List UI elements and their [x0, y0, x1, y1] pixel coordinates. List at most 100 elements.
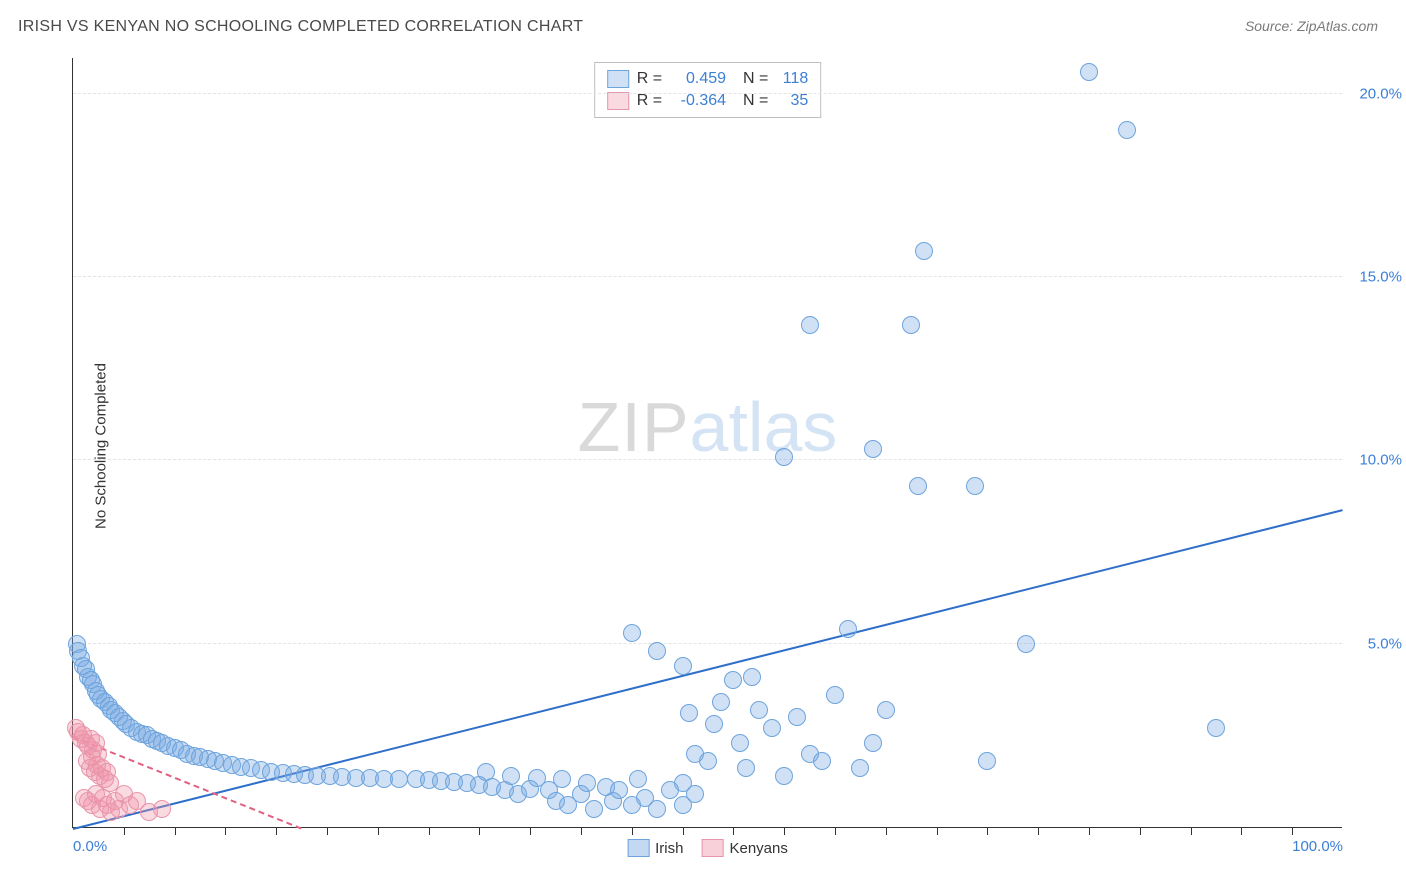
data-point-irish — [674, 774, 692, 792]
data-point-irish — [502, 767, 520, 785]
x-tick — [479, 827, 480, 835]
legend-label: Kenyans — [729, 840, 787, 857]
data-point-irish — [909, 477, 927, 495]
chart-container: IRISH VS KENYAN NO SCHOOLING COMPLETED C… — [0, 0, 1406, 892]
watermark-atlas: atlas — [690, 388, 838, 466]
x-tick — [530, 827, 531, 835]
legend-swatch — [701, 839, 723, 857]
x-tick — [327, 827, 328, 835]
x-tick — [1038, 827, 1039, 835]
gridline — [73, 276, 1342, 277]
x-tick — [581, 827, 582, 835]
r-value: -0.364 — [670, 92, 726, 110]
n-value: 118 — [776, 70, 808, 88]
n-value: 35 — [776, 92, 808, 110]
data-point-irish — [775, 767, 793, 785]
trendline-irish — [73, 509, 1343, 830]
x-tick — [1089, 827, 1090, 835]
data-point-irish — [788, 708, 806, 726]
data-point-irish — [1080, 63, 1098, 81]
x-tick — [1191, 827, 1192, 835]
x-tick — [937, 827, 938, 835]
legend-series: Irish Kenyans — [627, 839, 788, 857]
data-point-irish — [826, 686, 844, 704]
data-point-irish — [724, 671, 742, 689]
data-point-irish — [578, 774, 596, 792]
data-point-irish — [915, 242, 933, 260]
data-point-irish — [629, 770, 647, 788]
data-point-irish — [813, 752, 831, 770]
gridline — [73, 643, 1342, 644]
y-tick-label: 10.0% — [1347, 452, 1402, 469]
y-tick-label: 15.0% — [1347, 269, 1402, 286]
r-label: R = — [637, 70, 662, 88]
x-tick — [1140, 827, 1141, 835]
data-point-irish — [390, 770, 408, 788]
x-tick — [683, 827, 684, 835]
data-point-irish — [648, 642, 666, 660]
x-tick — [632, 827, 633, 835]
data-point-irish — [553, 770, 571, 788]
x-tick — [276, 827, 277, 835]
data-point-irish — [763, 719, 781, 737]
data-point-irish — [864, 734, 882, 752]
data-point-irish — [750, 701, 768, 719]
data-point-irish — [877, 701, 895, 719]
data-point-irish — [775, 448, 793, 466]
legend-swatch — [607, 70, 629, 88]
data-point-irish — [851, 759, 869, 777]
data-point-irish — [1207, 719, 1225, 737]
x-tick — [225, 827, 226, 835]
data-point-irish — [902, 316, 920, 334]
data-point-irish — [978, 752, 996, 770]
x-tick-label: 0.0% — [73, 838, 107, 855]
data-point-irish — [839, 620, 857, 638]
legend-stat-row: R = 0.459 N = 118 — [607, 68, 809, 90]
gridline — [73, 459, 1342, 460]
chart-title: IRISH VS KENYAN NO SCHOOLING COMPLETED C… — [18, 18, 583, 36]
x-tick — [124, 827, 125, 835]
data-point-irish — [1118, 121, 1136, 139]
x-tick — [378, 827, 379, 835]
data-point-irish — [801, 316, 819, 334]
y-tick-label: 5.0% — [1347, 635, 1402, 652]
legend-item: Irish — [627, 839, 683, 857]
data-point-irish — [648, 800, 666, 818]
x-tick — [1292, 827, 1293, 835]
n-label: N = — [734, 70, 768, 88]
watermark: ZIPatlas — [578, 387, 838, 467]
data-point-irish — [699, 752, 717, 770]
gridline — [73, 93, 1342, 94]
data-point-irish — [743, 668, 761, 686]
data-point-kenyans — [153, 800, 171, 818]
legend-stats: R = 0.459 N = 118 R = -0.364 N = 35 — [594, 62, 822, 118]
source-label: Source: ZipAtlas.com — [1245, 18, 1378, 34]
n-label: N = — [734, 92, 768, 110]
data-point-irish — [966, 477, 984, 495]
x-tick — [784, 827, 785, 835]
data-point-irish — [1017, 635, 1035, 653]
plot-area: ZIPatlas R =0.459 N =118R =-0.364 N =35 … — [72, 58, 1342, 828]
data-point-irish — [674, 657, 692, 675]
r-label: R = — [637, 92, 662, 110]
x-tick — [175, 827, 176, 835]
x-tick — [429, 827, 430, 835]
r-value: 0.459 — [670, 70, 726, 88]
data-point-irish — [585, 800, 603, 818]
data-point-irish — [623, 624, 641, 642]
x-tick — [987, 827, 988, 835]
x-tick — [733, 827, 734, 835]
data-point-irish — [737, 759, 755, 777]
data-point-irish — [680, 704, 698, 722]
y-tick-label: 20.0% — [1347, 85, 1402, 102]
data-point-irish — [731, 734, 749, 752]
x-tick — [835, 827, 836, 835]
x-tick — [1241, 827, 1242, 835]
data-point-irish — [712, 693, 730, 711]
data-point-irish — [864, 440, 882, 458]
legend-swatch — [627, 839, 649, 857]
x-tick-label: 100.0% — [1292, 838, 1343, 855]
x-tick — [886, 827, 887, 835]
data-point-irish — [610, 781, 628, 799]
legend-label: Irish — [655, 840, 683, 857]
